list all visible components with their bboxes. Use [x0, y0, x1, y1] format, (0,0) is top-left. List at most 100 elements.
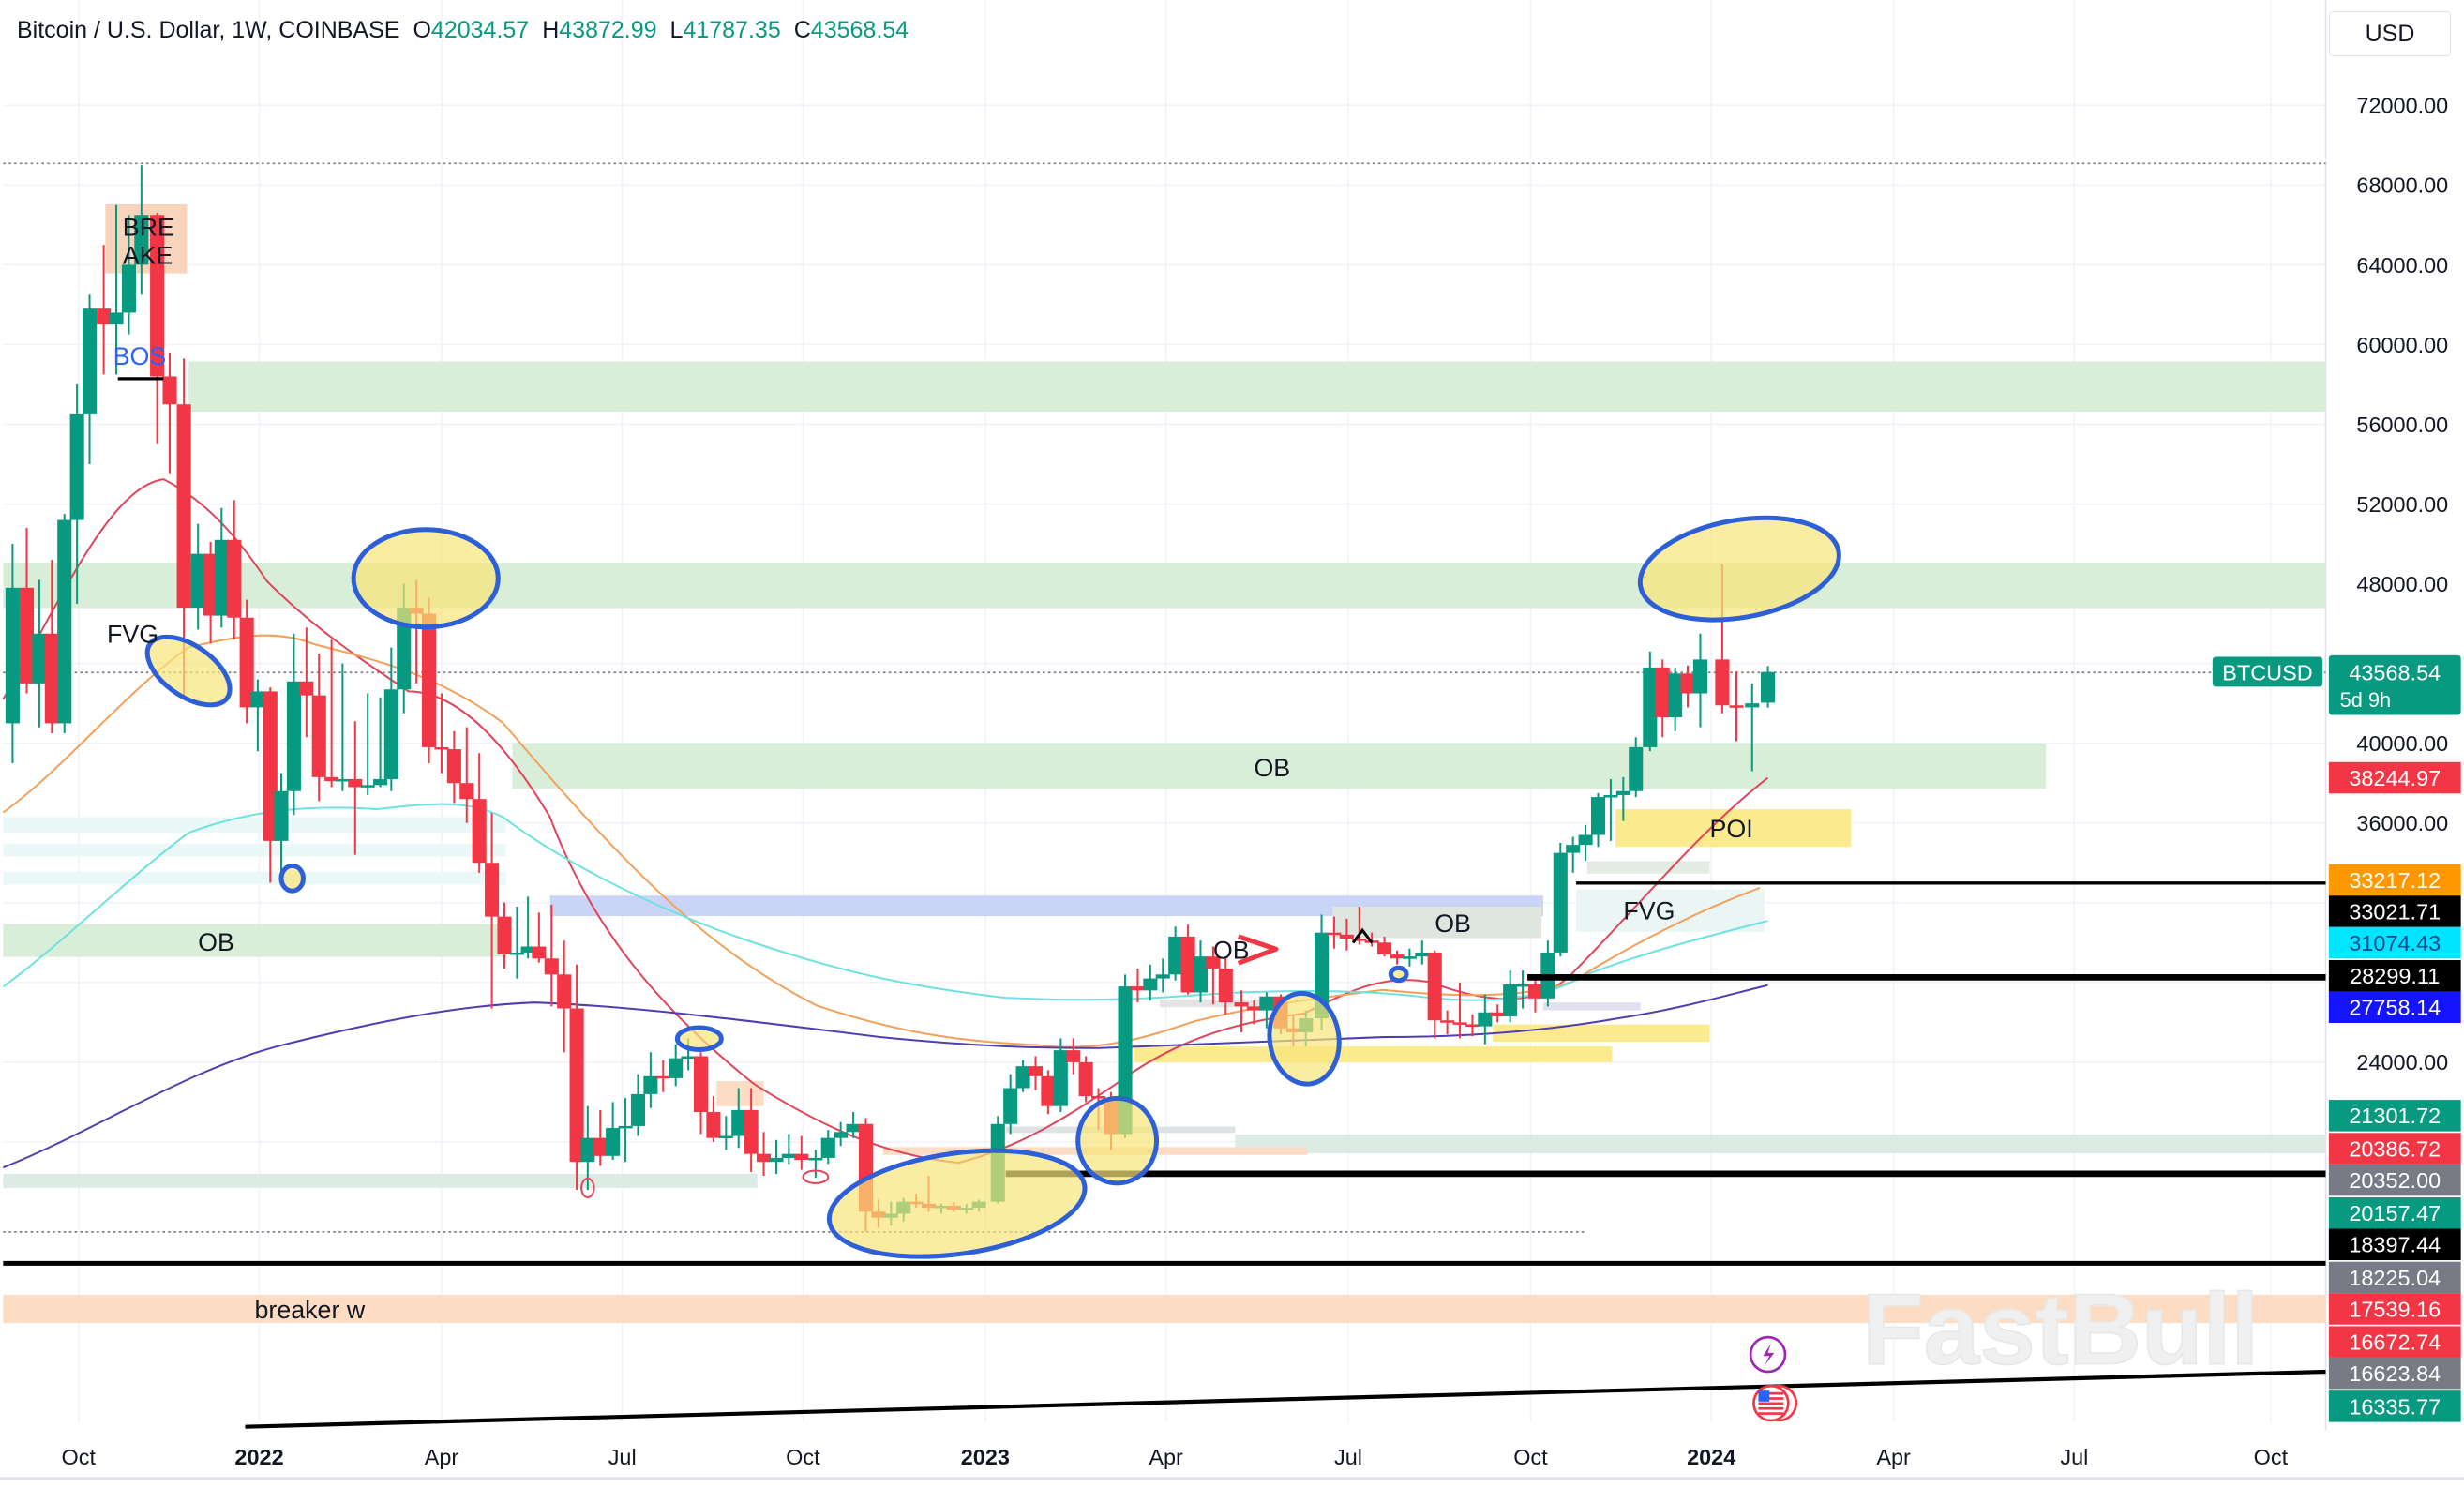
candle — [509, 907, 524, 979]
symbol-tag[interactable]: BTCUSD — [2212, 656, 2323, 687]
candle — [239, 599, 254, 724]
price-level-label[interactable]: 21301.72 — [2328, 1100, 2461, 1132]
candle — [1259, 992, 1274, 1029]
ob-zone-jul[interactable] — [1332, 906, 1542, 939]
supply-zone-58k[interactable] — [188, 361, 2326, 413]
price-axis[interactable]: 72000.00 68000.00 64000.00 60000.00 56000.00… — [2212, 0, 2464, 1483]
fastbull-watermark: FastBull — [1861, 1272, 2260, 1387]
candle — [5, 544, 20, 763]
candle — [360, 693, 375, 795]
ellipse-jan24[interactable] — [1632, 504, 1847, 635]
ob-zone-left[interactable] — [3, 924, 506, 957]
candle — [569, 964, 584, 1190]
svg-text:28299.11: 28299.11 — [2350, 964, 2440, 988]
fvg-zone[interactable] — [1576, 889, 1765, 932]
last-price-tag[interactable]: 43568.54 5d 9h — [2328, 654, 2461, 715]
candle — [1427, 950, 1442, 1039]
svg-text:18225.04: 18225.04 — [2349, 1266, 2441, 1290]
price-tick-label: 52000.00 — [2356, 492, 2448, 517]
price-level-label[interactable]: 33021.71 — [2328, 895, 2461, 927]
cyan-zone-2[interactable] — [3, 843, 506, 857]
ellipse-bottom[interactable] — [822, 1135, 1091, 1270]
low-label: L — [669, 17, 684, 43]
candle — [348, 721, 363, 855]
time-tick-label: 2022 — [234, 1445, 283, 1469]
annotation-label: FVG — [1623, 896, 1675, 924]
candle — [383, 647, 398, 791]
svg-text:18397.44: 18397.44 — [2349, 1233, 2441, 1257]
support-trendline[interactable] — [245, 1369, 2326, 1429]
annotation-label: OB — [198, 928, 234, 956]
candle — [820, 1130, 835, 1165]
price-level-label[interactable]: 20386.72 — [2328, 1133, 2461, 1165]
ellipse-jul23-small[interactable] — [1388, 965, 1409, 984]
break-zone-top[interactable] — [3, 158, 2326, 162]
light-gray-28k[interactable] — [1159, 999, 1280, 1008]
candle — [311, 653, 326, 802]
price-level-label[interactable]: 20157.47 — [2328, 1196, 2461, 1229]
cyan-zone-3[interactable] — [3, 872, 506, 885]
event-icons[interactable] — [1749, 1335, 1798, 1422]
price-level-label[interactable]: 28299.11 — [2328, 959, 2461, 992]
supply-zone-48k[interactable] — [3, 562, 2326, 609]
time-axis[interactable]: Oct 2022 Apr Jul Oct 2023 Apr Jul Oct 2024 Apr Jul O… — [0, 1430, 2464, 1483]
candle — [1503, 970, 1518, 1023]
poi-zone[interactable] — [1615, 809, 1852, 848]
ma-purple-line — [2, 984, 1768, 1169]
candle — [263, 687, 278, 883]
price-level-label[interactable]: 16672.74 — [2328, 1326, 2461, 1358]
price-level-label[interactable]: 38244.97 — [2328, 761, 2461, 794]
price-level-label[interactable]: 18225.04 — [2328, 1261, 2461, 1294]
currency-button[interactable]: USD — [2329, 11, 2451, 56]
ob-zone-39k[interactable] — [512, 743, 2047, 789]
candle — [1760, 666, 1776, 708]
price-tick-label: 24000.00 — [2356, 1050, 2448, 1075]
green-zone-21k[interactable] — [1235, 1134, 2326, 1154]
ellipse-jan22-low[interactable] — [278, 863, 306, 894]
annotation-label: POI — [1710, 815, 1753, 843]
price-level-label[interactable]: 33217.12 — [2328, 864, 2461, 896]
lavender-28k[interactable] — [1542, 1002, 1641, 1011]
yellow-zone-1[interactable] — [1493, 1024, 1710, 1043]
candle — [1339, 918, 1354, 951]
price-tick-label: 64000.00 — [2356, 253, 2448, 278]
yellow-zone-2[interactable] — [1134, 1046, 1613, 1062]
ellipse-mar23[interactable] — [1075, 1095, 1160, 1186]
legend-header: Bitcoin / U.S. Dollar, 1W, COINBASE O 420… — [17, 17, 909, 44]
price-level-label[interactable]: 18397.44 — [2328, 1228, 2461, 1261]
us-flag-event-icon[interactable] — [1752, 1384, 1798, 1422]
ellipse-fvg[interactable] — [136, 624, 242, 719]
candle — [1692, 633, 1707, 728]
green-zone-20k-left[interactable] — [3, 1173, 758, 1188]
lightning-event-icon[interactable] — [1749, 1335, 1787, 1374]
candle — [1566, 836, 1581, 873]
candle — [769, 1139, 784, 1174]
price-level-label[interactable]: 31074.43 — [2328, 926, 2461, 959]
ellipse-aug22[interactable] — [674, 1025, 724, 1052]
price-level-label[interactable]: 20352.00 — [2328, 1164, 2461, 1196]
breaker-zone[interactable] — [3, 1294, 2326, 1324]
ellipse-apr22[interactable] — [351, 527, 501, 630]
symbol-title: Bitcoin / U.S. Dollar, 1W, COINBASE — [17, 17, 400, 43]
price-level-label[interactable]: 16335.77 — [2328, 1390, 2461, 1422]
blue-zone[interactable] — [549, 895, 1543, 917]
price-tick-label: 56000.00 — [2356, 413, 2448, 437]
candle — [1218, 956, 1233, 1015]
price-level-label[interactable]: 17539.16 — [2328, 1293, 2461, 1325]
candlesticks — [5, 165, 1776, 1232]
candle — [335, 663, 350, 791]
dotted-lines — [3, 162, 2326, 1233]
candle — [520, 896, 535, 959]
cyan-zone-1[interactable] — [3, 817, 506, 834]
ellipse-jun23[interactable] — [1264, 988, 1345, 1089]
price-level-label[interactable]: 27758.14 — [2328, 991, 2461, 1023]
candle — [1352, 907, 1367, 945]
close-value: 43568.54 — [810, 17, 909, 43]
candle — [97, 245, 112, 375]
candle — [1206, 946, 1221, 1005]
candle — [434, 693, 449, 774]
light-gray-33k[interactable] — [1586, 861, 1710, 874]
price-level-label[interactable]: 16623.84 — [2328, 1357, 2461, 1390]
